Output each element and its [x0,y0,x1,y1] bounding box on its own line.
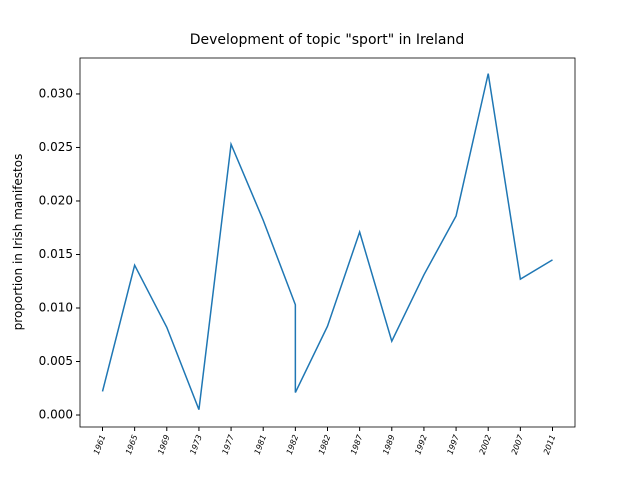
x-tick-label: 1965 [124,434,139,456]
y-tick-label: 0.000 [39,408,73,422]
y-tick-label: 0.005 [39,354,73,368]
y-tick-label: 0.015 [39,247,73,261]
x-tick-label: 2007 [510,433,526,456]
x-tick-label: 1981 [253,434,268,456]
x-tick-label: 2011 [542,434,557,456]
line-series [101,73,553,410]
y-tick-label: 0.020 [39,193,73,207]
x-tick-label: 1987 [349,433,365,456]
x-tick-label: 1989 [381,434,396,456]
x-tick-label: 1977 [221,433,237,456]
y-tick-label: 0.025 [39,140,73,154]
chart-title: Development of topic "sport" in Ireland [190,32,465,48]
x-tick-label: 1969 [156,434,171,456]
x-tick-label: 2002 [478,434,493,456]
x-tick-label: 1992 [413,434,428,456]
y-axis-label: proportion in Irish manifestos [11,154,25,331]
y-tick-label: 0.030 [39,86,73,100]
x-tick-label: 1982 [317,434,332,456]
y-tick-label: 0.010 [39,300,73,314]
x-tick-label: 1982 [285,434,300,456]
x-tick-label: 1973 [188,434,203,456]
x-tick-label: 1997 [446,433,462,456]
plot-frame [79,57,576,428]
x-tick-label: 1961 [92,434,107,456]
